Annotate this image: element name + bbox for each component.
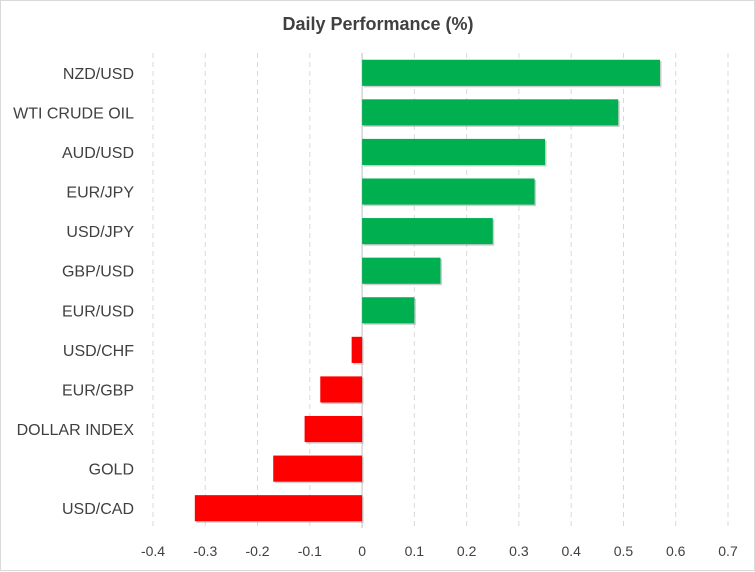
bar-eur-jpy	[362, 178, 535, 205]
bar-usd-cad	[194, 495, 363, 522]
chart-title: Daily Performance (%)	[282, 14, 473, 34]
x-tick-label: 0	[358, 543, 366, 559]
x-tick-label: 0.2	[457, 543, 477, 559]
category-labels: NZD/USD WTI CRUDE OIL AUD/USD EUR/JPY USD/JP…	[13, 66, 134, 518]
x-tick-labels: -0.4 -0.3 -0.2 -0.1 0 0.1 0.2 0.3 0.4 0.5 0.6 0.7	[141, 543, 738, 559]
x-tick-label: 0.3	[509, 543, 529, 559]
category-label: WTI CRUDE OIL	[13, 105, 134, 122]
x-tick-label: 0.6	[666, 543, 686, 559]
category-label: DOLLAR INDEX	[17, 422, 135, 439]
bar-eur-usd	[362, 297, 415, 324]
category-label: USD/CHF	[63, 343, 134, 360]
bar-usd-chf	[351, 336, 363, 363]
category-label: GOLD	[89, 462, 134, 479]
x-tick-label: -0.3	[193, 543, 217, 559]
bar-wti-crude-oil	[362, 99, 619, 126]
x-tick-label: 0.5	[614, 543, 634, 559]
bar-aud-usd	[362, 138, 546, 166]
category-label: GBP/USD	[62, 264, 134, 281]
x-tick-label: -0.4	[141, 543, 165, 559]
bars	[194, 59, 662, 523]
category-label: EUR/GBP	[62, 382, 134, 399]
bar-gbp-usd	[362, 257, 441, 284]
bar-gold	[273, 455, 363, 482]
bar-eur-gbp	[320, 376, 363, 403]
category-label: EUR/USD	[62, 303, 134, 320]
bar-nzd-usd	[362, 59, 661, 86]
x-tick-label: -0.2	[245, 543, 269, 559]
x-tick-label: 0.7	[718, 543, 738, 559]
x-tick-label: -0.1	[298, 543, 322, 559]
x-tick-label: 0.1	[405, 543, 425, 559]
gridlines	[152, 53, 729, 528]
category-label: USD/JPY	[66, 224, 134, 241]
category-label: NZD/USD	[63, 66, 134, 83]
category-label: EUR/JPY	[66, 185, 134, 202]
x-tick-label: 0.4	[561, 543, 581, 559]
category-label: AUD/USD	[62, 145, 134, 162]
bar-usd-jpy	[362, 218, 493, 245]
category-label: USD/CAD	[62, 501, 134, 518]
bar-dollar-index	[304, 415, 363, 443]
